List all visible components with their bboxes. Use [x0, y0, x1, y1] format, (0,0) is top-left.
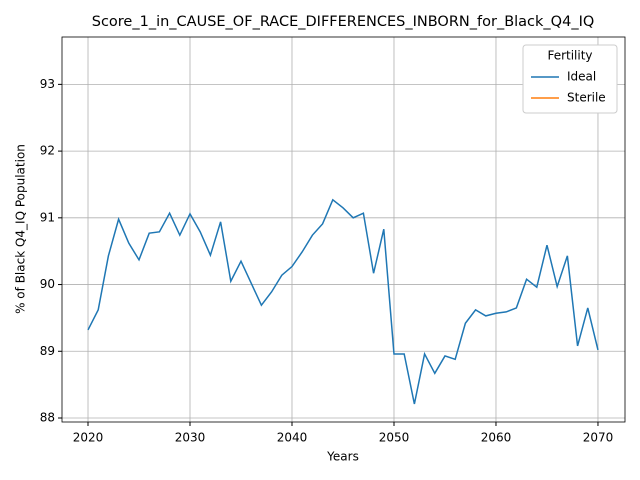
- x-tick-label: 2020: [73, 431, 104, 445]
- x-tick-label: 2060: [481, 431, 512, 445]
- y-tick-label: 93: [40, 77, 55, 91]
- line-series: [87, 198, 599, 405]
- legend-title: Fertility: [547, 49, 592, 63]
- x-tick-label: 2040: [277, 431, 308, 445]
- y-tick-label: 92: [40, 144, 55, 158]
- legend-box: [522, 44, 618, 114]
- y-tick-label: 91: [40, 210, 55, 224]
- legend-label: Sterile: [567, 91, 606, 105]
- chart-title: Score_1_in_CAUSE_OF_RACE_DIFFERENCES_INB…: [92, 14, 595, 30]
- x-tick-label: 2050: [379, 431, 410, 445]
- x-tick-label: 2070: [583, 431, 614, 445]
- y-axis-label: % of Black Q4_IQ Population: [14, 144, 28, 314]
- legend-label: Ideal: [567, 70, 596, 84]
- plot-frame: [61, 36, 626, 423]
- y-tick-label: 89: [40, 344, 55, 358]
- y-tick-label: 90: [40, 277, 55, 291]
- x-tick-label: 2030: [175, 431, 206, 445]
- x-axis-label: Years: [326, 450, 359, 464]
- y-tick-label: 88: [40, 410, 55, 424]
